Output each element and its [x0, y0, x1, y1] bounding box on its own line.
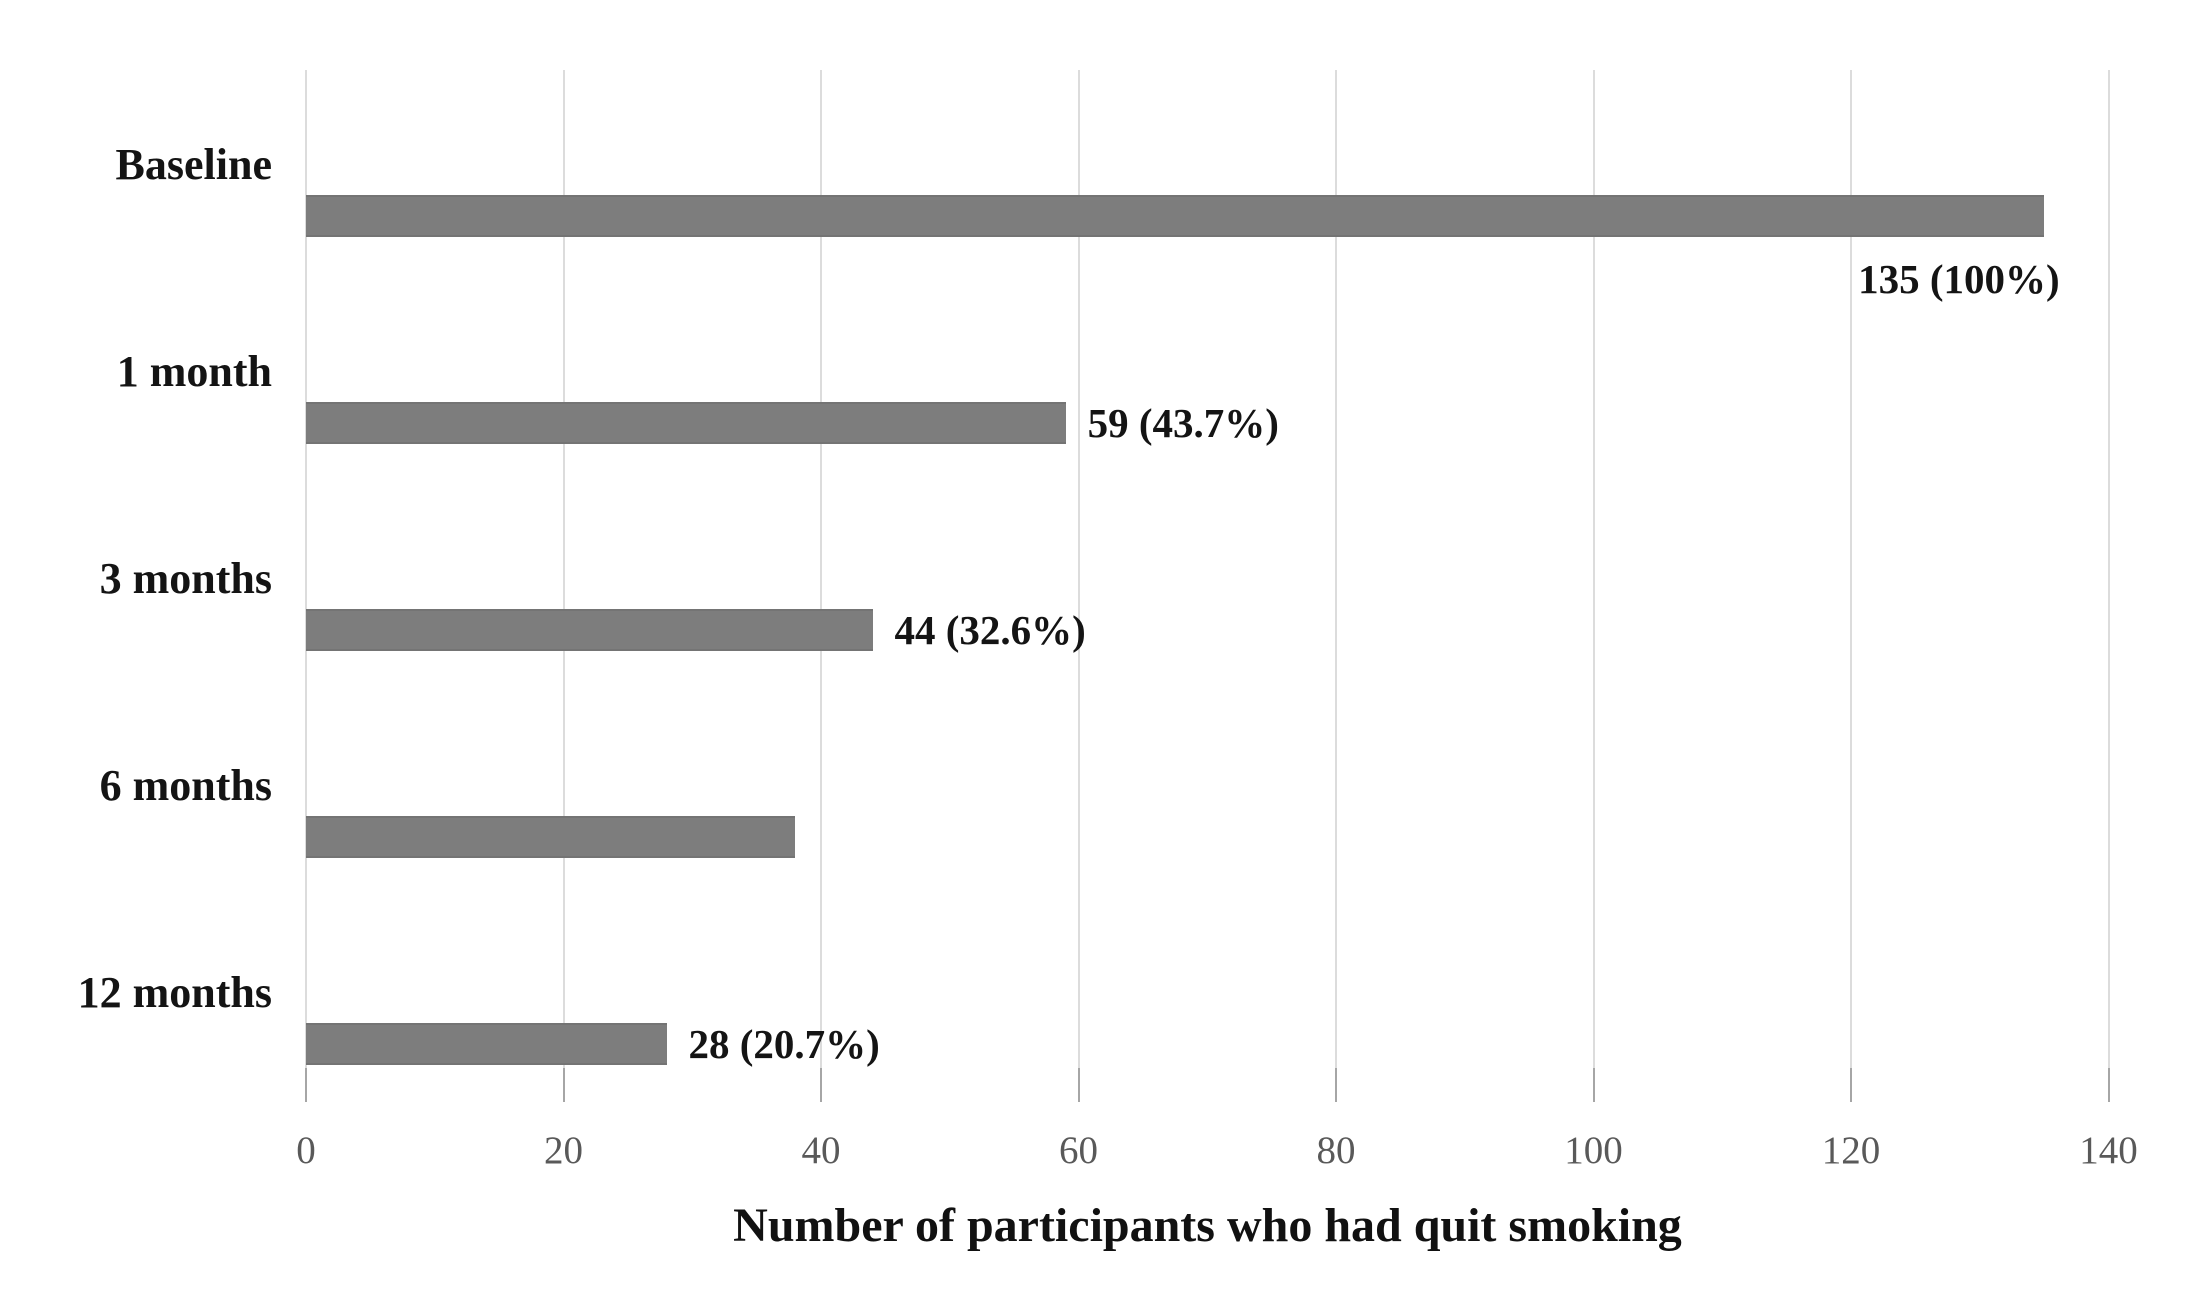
tick-mark [1850, 1068, 1852, 1102]
gridline [1850, 70, 1852, 1068]
x-tick-label: 120 [1821, 1129, 1881, 1172]
value-label: 44 (32.6%) [894, 607, 1086, 653]
x-tick-label: 20 [544, 1129, 583, 1172]
x-tick-label: 140 [2079, 1129, 2138, 1172]
gridline [2107, 70, 2110, 1068]
tick-mark [2107, 1068, 2110, 1102]
x-tick-label: 80 [1316, 1129, 1356, 1172]
value-label: 59 (43.7%) [1087, 400, 1279, 446]
tick-mark [820, 1068, 822, 1102]
x-tick-label: 100 [1564, 1129, 1623, 1172]
category-label: Baseline [115, 140, 272, 189]
category-label: 3 months [99, 554, 272, 603]
bar-6-months [306, 816, 796, 858]
bar-3-months [306, 609, 873, 651]
bar-12-months [306, 1023, 667, 1065]
x-tick-label: 0 [296, 1129, 316, 1172]
tick-mark [1335, 1068, 1337, 1102]
x-tick-label: 40 [801, 1129, 841, 1172]
gridline [305, 70, 307, 1068]
category-label: 12 months [77, 968, 272, 1017]
tick-mark [305, 1068, 307, 1102]
gridline [1592, 70, 1595, 1068]
value-label: 28 (20.7%) [688, 1021, 880, 1067]
gridline [1077, 70, 1080, 1068]
bar-1-month [306, 402, 1066, 444]
value-label: 135 (100%) [1858, 256, 2060, 302]
category-label: 1 month [116, 347, 272, 396]
gridline [820, 70, 822, 1068]
tick-mark [562, 1068, 565, 1102]
x-axis-title: Number of participants who had quit smok… [733, 1199, 1682, 1252]
bar-baseline [306, 195, 2045, 237]
gridline [562, 70, 565, 1068]
gridline [1335, 70, 1337, 1068]
x-tick-label: 60 [1059, 1129, 1098, 1172]
category-label: 6 months [99, 761, 272, 810]
tick-mark [1592, 1068, 1595, 1102]
tick-mark [1077, 1068, 1080, 1102]
